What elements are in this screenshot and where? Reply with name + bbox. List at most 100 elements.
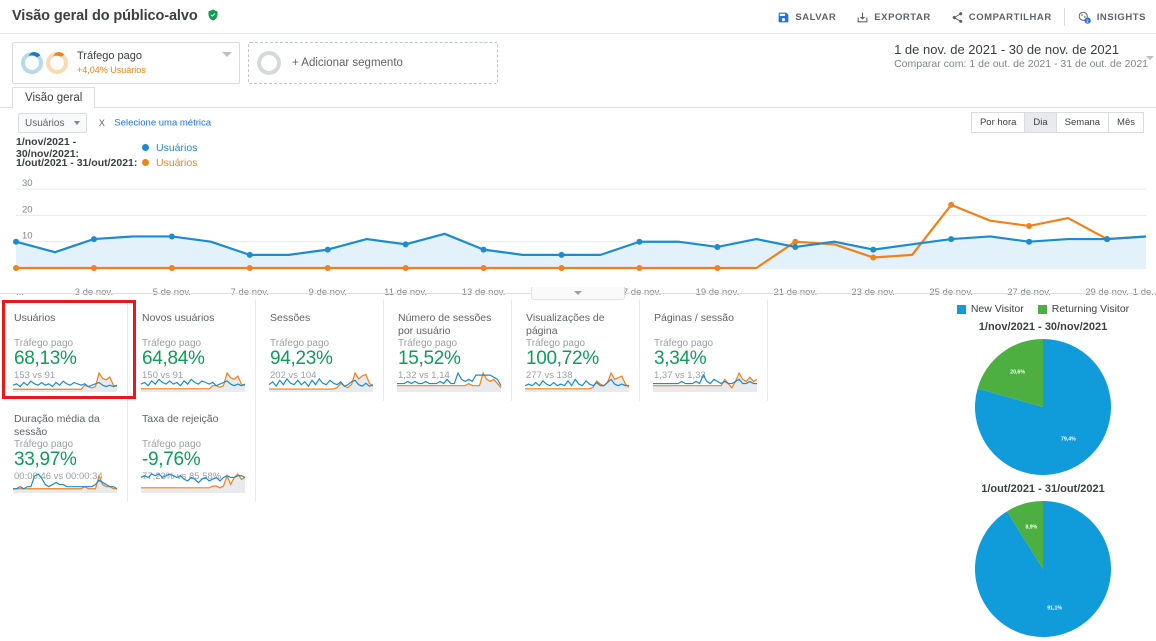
- remove-metric-icon[interactable]: X: [98, 118, 105, 128]
- share-label: COMPARTILHAR: [968, 11, 1052, 23]
- verified-shield-icon: [207, 9, 219, 21]
- metric-card-vs: 153 vs 91: [14, 370, 56, 382]
- metric-card-row: Usuários Tráfego pago 68,13% 153 vs 91 Novos…: [0, 300, 800, 401]
- chevron-down-icon[interactable]: [222, 52, 232, 57]
- x-axis-tick: 21 de nov.: [773, 287, 817, 298]
- insights-label: INSIGHTS: [1096, 11, 1146, 23]
- metric-card-sparkline: [12, 371, 118, 392]
- pie-holder-october: 91,1% 8,9%: [930, 497, 1156, 641]
- metric-selector-row: Usuários X Selecione uma métrica Por hor…: [0, 108, 1156, 138]
- insights-button[interactable]: 2 INSIGHTS: [1067, 0, 1156, 34]
- export-button[interactable]: EXPORTAR: [846, 0, 940, 34]
- legend-row-compare: 1/out/2021 - 31/out/2021: Usuários: [16, 155, 1156, 170]
- legend-metric-compare: Usuários: [156, 156, 198, 169]
- metric-card-segment: Tráfego pago: [654, 338, 714, 349]
- chevron-down-icon[interactable]: [1146, 56, 1154, 60]
- select-metric-link[interactable]: Selecione uma métrica: [114, 117, 212, 129]
- metric-card-percent: 15,52%: [398, 348, 461, 369]
- granularity-month[interactable]: Mês: [1108, 112, 1144, 133]
- tab-row: Visão geral: [0, 86, 1156, 109]
- metric-card-vs: 1,32 vs 1,14: [398, 370, 450, 382]
- metric-select-users[interactable]: Usuários: [18, 113, 88, 133]
- segment-donut-icons: [21, 52, 68, 74]
- metric-card[interactable]: Visualizações de página Tráfego pago 100,7…: [512, 300, 640, 401]
- legend-returning-visitor[interactable]: Returning Visitor: [1037, 303, 1130, 315]
- legend-returning-visitor-label: Returning Visitor: [1051, 303, 1130, 315]
- x-axis-tick: 29 de nov.: [1085, 287, 1129, 298]
- legend-dot-blue-icon: [142, 144, 149, 151]
- metric-card[interactable]: Páginas / sessão Tráfego pago 3,34% 1,37 vs…: [640, 300, 768, 401]
- metric-card-sparkline: [140, 473, 246, 493]
- metric-card-title: Novos usuários: [142, 312, 215, 324]
- legend-range-compare: 1/out/2021 - 31/out/2021:: [16, 156, 138, 169]
- granularity-week[interactable]: Semana: [1055, 112, 1109, 133]
- x-axis-tick: 3 de nov.: [75, 287, 113, 298]
- legend-range-current: 1/nov/2021 - 30/nov/2021:: [16, 135, 80, 160]
- segment-chips: Tráfego pago +4,04% Usuários + Adicionar…: [12, 42, 1144, 84]
- metric-card-segment: Tráfego pago: [526, 338, 586, 349]
- top-actions: SALVAR EXPORTAR COMPARTILHAR 2 INSIGHTS: [767, 0, 1156, 34]
- page-title-text: Visão geral do público-alvo: [12, 8, 198, 24]
- metric-card-percent: 94,23%: [270, 348, 333, 369]
- segment-chip-paid-traffic[interactable]: Tráfego pago +4,04% Usuários: [12, 42, 240, 84]
- x-axis-tick: 27 de nov.: [1007, 287, 1051, 298]
- add-segment-button[interactable]: + Adicionar segmento: [248, 42, 498, 84]
- x-axis-tick: 7 de nov.: [231, 287, 269, 298]
- metric-card-segment: Tráfego pago: [14, 439, 74, 450]
- pie-chart-november[interactable]: 79,4% 20,6%: [971, 335, 1115, 479]
- segment-sub: +4,04% Usuários: [77, 64, 146, 75]
- x-axis-tick: 9 de nov.: [309, 287, 347, 298]
- svg-text:20: 20: [22, 204, 33, 215]
- svg-text:10: 10: [22, 231, 33, 242]
- metric-card[interactable]: Sessões Tráfego pago 94,23% 202 vs 104: [256, 300, 384, 401]
- visitor-type-panel: New Visitor Returning Visitor 1/nov/2021…: [930, 300, 1156, 641]
- granularity-day[interactable]: Dia: [1024, 112, 1056, 133]
- pie-slice[interactable]: [977, 339, 1043, 407]
- legend-row-current: 1/nov/2021 - 30/nov/2021: Usuários: [16, 136, 1156, 160]
- visitor-legend: New Visitor Returning Visitor: [930, 300, 1156, 315]
- metric-card-percent: 100,72%: [526, 348, 599, 369]
- metric-card[interactable]: Taxa de rejeição Tráfego pago -9,76% 77,23%…: [128, 401, 256, 502]
- tab-overview[interactable]: Visão geral: [12, 87, 96, 109]
- legend-new-visitor[interactable]: New Visitor: [956, 303, 1024, 315]
- pie-slice-label: 20,6%: [1010, 369, 1025, 375]
- chart-legend: 1/nov/2021 - 30/nov/2021: Usuários 1/out…: [0, 136, 1156, 170]
- pie-slice-label: 79,4%: [1061, 437, 1076, 443]
- metric-card-sparkline: [13, 473, 118, 493]
- legend-dot-orange-icon: [142, 159, 149, 166]
- metric-card[interactable]: Novos usuários Tráfego pago 64,84% 150 vs 9…: [128, 300, 256, 401]
- pie-title-november: 1/nov/2021 - 30/nov/2021: [978, 321, 1108, 333]
- chart-collapse-toggle[interactable]: [531, 287, 625, 300]
- pie-slice-label: 8,9%: [1025, 524, 1037, 530]
- metric-card-title: Sessões: [270, 312, 311, 324]
- main-timeseries-chart[interactable]: 10 20 30 ... 3 de nov. 5 de nov. 7 de nov. 9 d…: [0, 172, 1156, 298]
- date-range-main: 1 de nov. de 2021 - 30 de nov. de 2021: [894, 42, 1120, 57]
- metric-card[interactable]: Usuários Tráfego pago 68,13% 153 vs 91: [0, 300, 136, 401]
- save-button[interactable]: SALVAR: [767, 0, 846, 34]
- legend-swatch-green-icon: [1037, 304, 1047, 314]
- metric-card-percent: 64,84%: [142, 348, 205, 369]
- metric-card-segment: Tráfego pago: [142, 439, 202, 450]
- chevron-down-icon: [574, 291, 582, 295]
- metric-card-segment: Tráfego pago: [14, 338, 74, 349]
- x-axis-tick: 19 de nov.: [696, 287, 740, 298]
- x-axis-tick: 13 de nov.: [462, 287, 506, 298]
- legend-swatch-blue-icon: [956, 304, 966, 314]
- top-bar: Visão geral do público-alvo SALVAR EXPOR…: [0, 0, 1156, 34]
- metric-card-percent: -9,76%: [142, 449, 201, 470]
- metric-card[interactable]: Duração média da sessão Tráfego pago 33,97…: [0, 401, 128, 502]
- pie-chart-october[interactable]: 91,1% 8,9%: [971, 497, 1115, 641]
- save-label: SALVAR: [795, 11, 837, 23]
- metric-card[interactable]: Número de sessões por usuário Tráfego pag…: [384, 300, 512, 401]
- metric-card-sparkline: [653, 371, 758, 392]
- x-axis-tick: 25 de nov.: [929, 287, 973, 298]
- share-button[interactable]: COMPARTILHAR: [941, 0, 1062, 34]
- pie-holder-november: 79,4% 20,6%: [930, 335, 1156, 479]
- date-range-selector[interactable]: 1 de nov. de 2021 - 30 de nov. de 2021 C…: [894, 42, 1154, 70]
- x-axis-tick: ...: [16, 287, 24, 298]
- granularity-toggle: Por hora Dia Semana Mês: [970, 112, 1144, 133]
- pie-slice-label: 91,1%: [1047, 606, 1062, 612]
- metric-cards: Usuários Tráfego pago 68,13% 153 vs 91 Novos…: [0, 300, 800, 502]
- granularity-hourly[interactable]: Por hora: [970, 112, 1025, 133]
- metric-card-title: Visualizações de página: [526, 312, 605, 338]
